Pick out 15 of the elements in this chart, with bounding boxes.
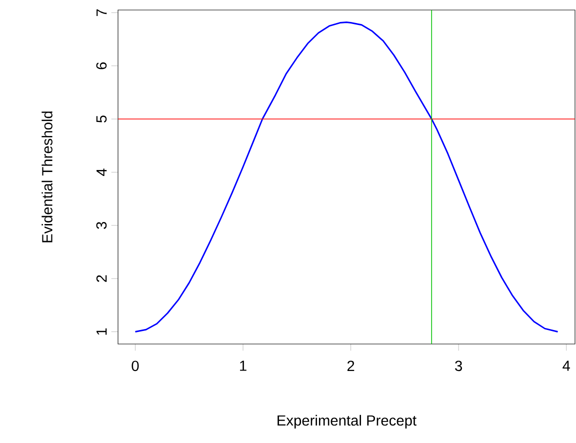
y-axis-title: Evidential Threshold xyxy=(42,112,52,242)
y-tick-label: 2 xyxy=(96,275,107,282)
y-tick-label: 3 xyxy=(96,222,107,229)
y-tick-label: 7 xyxy=(96,9,107,16)
x-tick-label: 2 xyxy=(347,360,354,371)
x-axis-title: Experimental Precept xyxy=(278,414,416,429)
y-tick-label: 6 xyxy=(96,62,107,70)
y-tick-label: 5 xyxy=(96,116,107,123)
y-tick-label: 4 xyxy=(96,168,107,176)
y-tick-label: 1 xyxy=(96,328,107,335)
x-tick-label: 1 xyxy=(240,360,246,371)
x-tick-label: 3 xyxy=(455,360,462,372)
line-series xyxy=(134,22,558,332)
x-tick-label: 0 xyxy=(132,360,139,372)
x-tick-label: 4 xyxy=(562,360,570,371)
